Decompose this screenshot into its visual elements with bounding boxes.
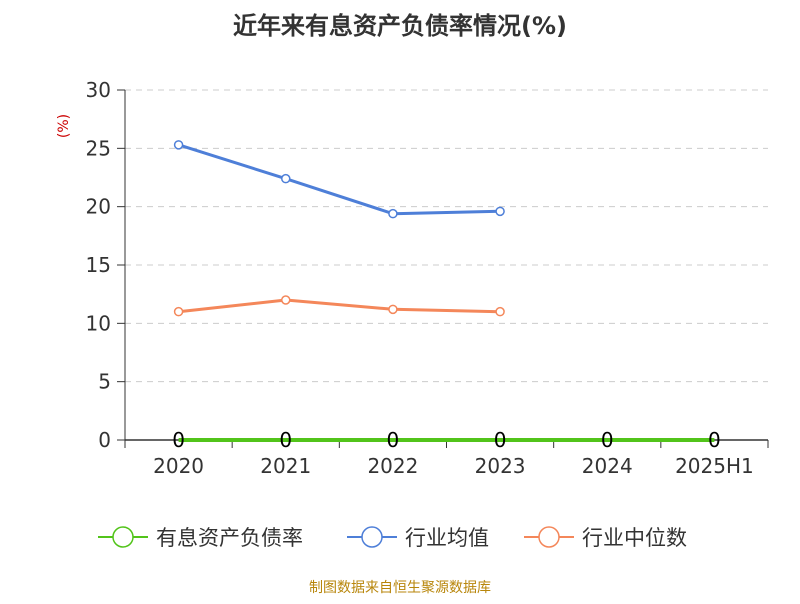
legend-label: 行业均值 [405,526,489,550]
legend-marker [361,526,383,548]
x-tick-label: 2020 [153,454,204,478]
x-tick-label: 2022 [367,454,418,478]
y-tick-label: 20 [86,195,111,219]
chart-title: 近年来有息资产负债率情况(%) [233,12,567,40]
legend-marker [112,526,134,548]
data-label: 0 [494,428,507,452]
series-line [178,143,501,216]
data-point [281,295,291,305]
x-tick-label: 2024 [582,454,633,478]
y-tick-label: 30 [86,78,111,102]
series-layer [173,140,715,442]
grid-lines [125,89,768,383]
source-note: 制图数据来自恒生聚源数据库 [309,580,491,596]
axes: 0 5 10 15 20 25 30 2020 2021 2022 2023 2024 2025H1 [86,78,769,478]
y-tick-label: 15 [86,253,111,277]
y-tick-label: 25 [86,136,111,160]
legend-label: 行业中位数 [582,526,687,550]
data-point [388,208,398,219]
data-point [495,206,505,217]
data-label: 0 [387,428,400,452]
data-labels: 0 0 0 0 0 0 [172,428,721,452]
data-label: 0 [279,428,292,452]
data-label: 0 [172,428,185,452]
data-point [173,140,184,150]
data-point [388,304,398,315]
y-tick-label: 5 [98,370,111,394]
x-tick-label: 2025H1 [675,454,754,478]
y-axis-unit-label: (%) [56,114,72,138]
data-label: 0 [708,428,721,452]
y-tick-label: 0 [98,428,111,452]
y-tick-label: 10 [86,311,111,335]
x-tick-label: 2023 [475,454,526,478]
data-label: 0 [601,428,614,452]
legend-label: 有息资产负债率 [156,526,303,550]
legend: 有息资产负债率 行业均值 行业中位数 [98,526,687,550]
data-point [173,306,184,317]
series-line [178,298,501,314]
data-point [281,173,291,184]
data-point [495,306,505,317]
legend-marker [538,526,560,548]
x-tick-label: 2021 [260,454,311,478]
